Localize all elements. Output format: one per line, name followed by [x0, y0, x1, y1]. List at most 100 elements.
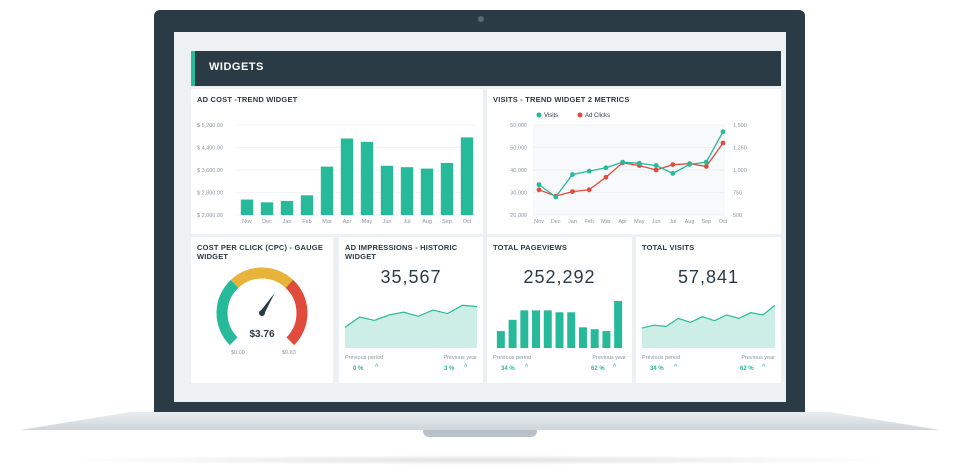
- up-arrow-icon: ^: [613, 364, 617, 371]
- x-tick-label: Jun: [652, 219, 661, 225]
- x-tick-label: Nov: [242, 219, 252, 225]
- prev-year-pct: 62 %: [591, 366, 605, 372]
- prev-period-label: Previous period: [345, 355, 384, 361]
- x-tick-label: Jan: [568, 219, 577, 225]
- gauge-hub: [259, 310, 265, 316]
- series-point: [670, 162, 676, 167]
- y-left-tick-label: 30,000: [510, 191, 527, 197]
- cpc-gauge-widget[interactable]: COST PER CLICK (CPC) - GAUGE WIDGET $3.7…: [191, 237, 333, 383]
- legend-label: Visits: [544, 113, 558, 119]
- prev-period-pct: 0 %: [353, 366, 364, 372]
- pageviews-bars: [496, 301, 623, 348]
- ad-cost-widget[interactable]: AD COST -TREND WIDGET $ 5,200.00 $ 4,400.…: [191, 89, 483, 234]
- gauge-segment-mid: [230, 267, 294, 289]
- series-point: [703, 159, 709, 165]
- gauge-max: $0.63: [282, 350, 296, 356]
- series-point: [553, 194, 559, 200]
- bar: [340, 138, 354, 215]
- series-point: [720, 129, 726, 135]
- y-right-tick-label: 1,500: [733, 123, 747, 129]
- widget-title: AD IMPRESSIONS - HISTORIC WIDGET: [345, 243, 458, 261]
- series-point: [586, 187, 592, 193]
- series-point: [570, 189, 575, 194]
- series-line: [538, 131, 724, 198]
- dashboard-screen: WIDGETS AD COST -TREND WIDGET $ 5,200.00…: [174, 32, 786, 402]
- pageviews-widget[interactable]: TOTAL PAGEVIEWS 252,292 Previous period …: [487, 237, 632, 383]
- prev-period-label: Previous period: [642, 355, 681, 361]
- x-tick-label: Mar: [601, 219, 611, 225]
- impressions-widget[interactable]: AD IMPRESSIONS - HISTORIC WIDGET 35,567 …: [339, 237, 483, 383]
- up-arrow-icon: ^: [674, 364, 678, 371]
- up-arrow-icon: ^: [762, 364, 766, 371]
- x-tick-label: Jan: [283, 219, 292, 225]
- total-visits-value: 57,841: [677, 267, 740, 287]
- total-visits-widget[interactable]: TOTAL VISITS 57,841 Previous period Prev…: [636, 237, 781, 383]
- widgets-header: WIDGETS: [191, 51, 781, 86]
- x-tick-label: Sep: [442, 219, 452, 225]
- bar: [496, 331, 505, 348]
- widget-title: COST PER CLICK (CPC) - GAUGE WIDGET: [197, 243, 324, 261]
- prev-period-pct: 34 %: [501, 366, 515, 372]
- laptop-deck: [20, 412, 940, 430]
- prev-period-pct: 34 %: [650, 366, 664, 372]
- bar: [578, 327, 587, 348]
- laptop-notch: [423, 430, 537, 437]
- bar: [420, 168, 434, 215]
- y-tick-label: $ 2,800.00: [197, 191, 223, 197]
- header-accent: [191, 51, 195, 86]
- bar: [400, 167, 414, 215]
- bar: [300, 195, 314, 215]
- widget-title: TOTAL VISITS: [642, 243, 695, 252]
- page-title: WIDGETS: [209, 61, 264, 73]
- bar: [280, 200, 294, 215]
- bar: [440, 162, 454, 215]
- series-point: [586, 168, 592, 174]
- y-left-tick-label: 40,000: [510, 168, 527, 174]
- series-point: [603, 174, 609, 180]
- y-right-tick-label: 750: [733, 191, 742, 197]
- area-line: [344, 304, 478, 328]
- series-point: [670, 170, 676, 176]
- laptop-shadow: [60, 455, 900, 465]
- legend-label: Ad Clicks: [585, 113, 610, 119]
- x-tick-label: Jun: [383, 219, 392, 225]
- bar: [567, 312, 576, 348]
- bar: [320, 166, 334, 215]
- prev-period-label: Previous period: [493, 355, 532, 361]
- x-tick-label: Aug: [685, 219, 695, 225]
- visits-chart: 60,000 1,500 50,000 1,250 40,000 1,000 30,000 7…: [510, 112, 747, 225]
- bar: [360, 141, 374, 215]
- series-point: [570, 172, 575, 177]
- prev-year-label: Previous year: [443, 355, 477, 361]
- visits-widget[interactable]: VISITS - TREND WIDGET 2 METRICS 60,000 1,…: [487, 89, 781, 234]
- gauge-segment-high: [285, 279, 308, 346]
- bar: [520, 310, 529, 348]
- widget-title: TOTAL PAGEVIEWS: [493, 243, 568, 252]
- gauge-min: $0.00: [231, 350, 245, 356]
- pageviews-value: 252,292: [523, 267, 596, 287]
- x-tick-label: Oct: [463, 219, 472, 225]
- x-tick-label: Mar: [322, 219, 332, 225]
- series-point: [620, 159, 626, 165]
- x-tick-label: Oct: [719, 219, 728, 225]
- bar: [555, 312, 564, 348]
- series-point: [703, 164, 709, 169]
- total-visits-sparkline: [641, 304, 776, 348]
- bar: [590, 329, 599, 348]
- bar: [260, 202, 274, 215]
- prev-year-pct: 3 %: [444, 366, 455, 372]
- x-tick-label: Jul: [403, 219, 410, 225]
- series-point: [687, 161, 692, 167]
- y-left-tick-label: 50,000: [510, 146, 527, 152]
- x-tick-label: May: [362, 219, 373, 225]
- area-fill: [642, 305, 775, 348]
- series-point: [636, 160, 642, 166]
- prev-year-label: Previous year: [741, 355, 775, 361]
- bar: [240, 199, 254, 215]
- series-point: [653, 167, 659, 173]
- gauge-segment-low: [216, 279, 239, 346]
- camera-icon: [478, 16, 484, 22]
- area-fill: [345, 305, 477, 348]
- series-point: [653, 163, 659, 168]
- y-tick-label: $ 5,200.00: [197, 123, 223, 129]
